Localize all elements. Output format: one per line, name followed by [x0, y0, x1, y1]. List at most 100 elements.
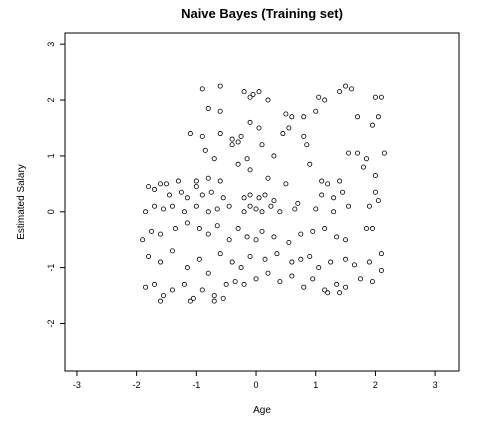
x-tick-label: 1	[313, 380, 318, 390]
data-point	[301, 133, 307, 139]
data-point	[289, 114, 295, 120]
data-point	[334, 281, 340, 287]
data-point	[352, 262, 358, 268]
data-point	[325, 290, 331, 296]
data-point	[346, 203, 352, 209]
data-point	[259, 228, 265, 234]
data-point	[187, 298, 193, 304]
data-point	[143, 284, 149, 290]
data-point	[199, 86, 205, 92]
data-point	[241, 209, 247, 215]
chart-title: Naive Bayes (Training set)	[181, 6, 343, 21]
data-point	[366, 203, 372, 209]
data-point	[226, 203, 232, 209]
data-point	[271, 234, 277, 240]
data-point	[223, 281, 229, 287]
data-point	[322, 97, 328, 103]
data-point	[211, 298, 217, 304]
y-tick-label: 3	[46, 42, 56, 47]
data-point	[262, 192, 268, 198]
data-point	[217, 251, 223, 257]
data-point	[220, 295, 226, 301]
data-point	[343, 83, 349, 89]
data-point	[250, 91, 256, 97]
data-point	[337, 178, 343, 184]
data-point	[360, 164, 366, 170]
data-point	[241, 195, 247, 201]
data-point	[205, 175, 211, 181]
data-point	[199, 133, 205, 139]
data-point	[241, 89, 247, 95]
data-point	[253, 276, 259, 282]
data-point	[307, 161, 313, 167]
data-point	[158, 298, 164, 304]
data-point	[355, 150, 361, 156]
data-point	[310, 276, 316, 282]
data-point	[217, 131, 223, 137]
data-point	[328, 259, 334, 265]
data-point	[217, 108, 223, 114]
data-point	[146, 184, 152, 190]
y-axis: -2 -1 0 1 2 3	[46, 42, 65, 328]
data-point	[158, 231, 164, 237]
data-point	[357, 276, 363, 282]
data-point	[343, 284, 349, 290]
data-point	[235, 139, 241, 145]
data-point	[322, 226, 328, 232]
data-point	[217, 178, 223, 184]
y-tick-label: -1	[46, 264, 56, 272]
x-axis-label: Age	[253, 405, 271, 416]
data-point	[247, 94, 253, 100]
data-point	[184, 265, 190, 271]
data-point	[217, 83, 223, 89]
data-point	[375, 198, 381, 204]
data-point	[205, 209, 211, 215]
data-point	[268, 203, 274, 209]
data-point	[307, 253, 313, 259]
data-points	[140, 83, 387, 304]
data-point	[346, 150, 352, 156]
x-tick-label: -3	[73, 380, 81, 390]
data-point	[232, 279, 238, 285]
data-point	[280, 131, 286, 137]
data-point	[283, 181, 289, 187]
data-point	[313, 108, 319, 114]
data-point	[229, 142, 235, 148]
data-point	[286, 240, 292, 246]
data-point	[214, 223, 220, 229]
data-point	[160, 293, 166, 299]
data-point	[152, 186, 158, 192]
data-point	[140, 237, 146, 243]
data-point	[244, 156, 250, 162]
data-point	[184, 195, 190, 201]
data-point	[241, 281, 247, 287]
data-point	[349, 86, 355, 92]
data-point	[190, 295, 196, 301]
data-point	[205, 105, 211, 111]
data-point	[331, 209, 337, 215]
data-point	[163, 181, 169, 187]
data-point	[181, 281, 187, 287]
data-point	[316, 265, 322, 271]
data-point	[187, 131, 193, 137]
data-point	[169, 248, 175, 254]
data-point	[169, 203, 175, 209]
data-point	[271, 198, 277, 204]
data-point	[343, 237, 349, 243]
data-point	[152, 203, 158, 209]
data-point	[340, 189, 346, 195]
data-point	[271, 153, 277, 159]
x-tick-label: 0	[254, 380, 259, 390]
data-point	[220, 195, 226, 201]
data-point	[319, 192, 325, 198]
data-point	[286, 125, 292, 131]
data-point	[199, 287, 205, 293]
data-point	[265, 270, 271, 276]
y-tick-label: -2	[46, 320, 56, 328]
data-point	[193, 178, 199, 184]
data-point	[298, 256, 304, 262]
data-point	[334, 234, 340, 240]
data-point	[193, 184, 199, 190]
data-point	[247, 167, 253, 173]
